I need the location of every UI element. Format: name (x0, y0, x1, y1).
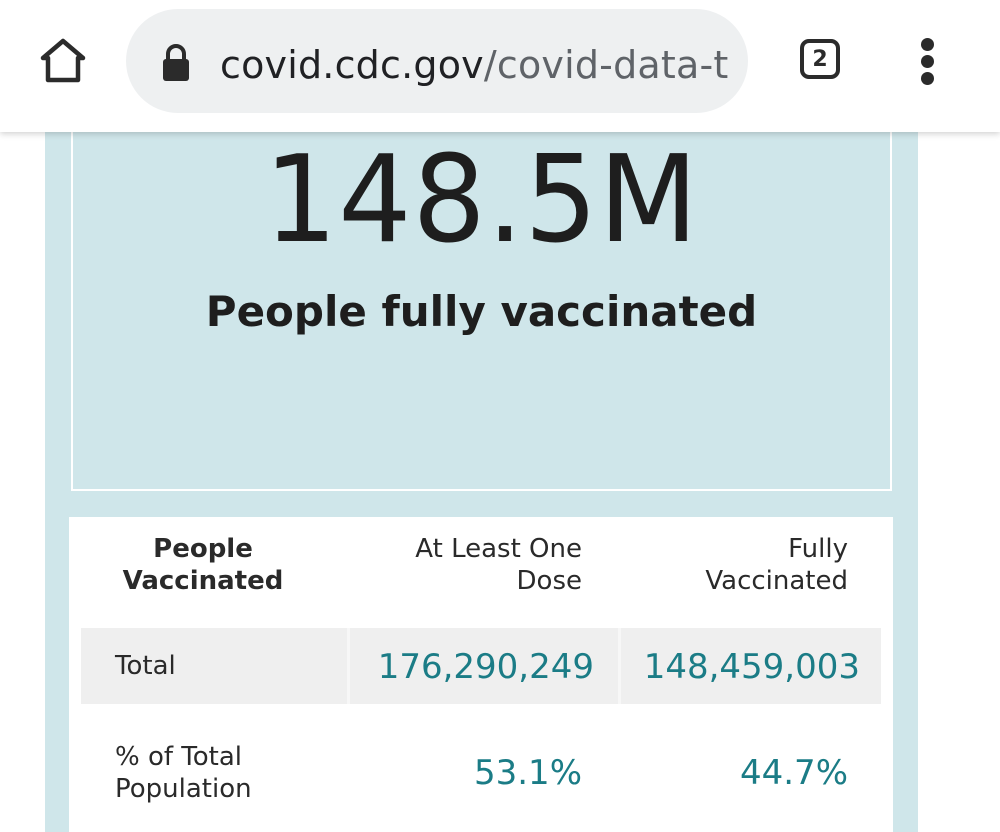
total-at-least-one-dose: 176,290,249 (377, 647, 594, 687)
overflow-menu-icon[interactable] (918, 38, 938, 86)
fully-vaccinated-count: 148.5M (264, 131, 699, 270)
browser-toolbar: covid.cdc.gov/covid-data-tra 2 (0, 0, 1000, 132)
tab-switcher-button[interactable]: 2 (800, 39, 840, 79)
home-icon (40, 38, 86, 83)
tab-count: 2 (812, 46, 828, 72)
percent-at-least-one-dose: 53.1% (473, 753, 582, 793)
row-label-percent: % of Total Population (115, 742, 252, 804)
total-fully-vaccinated: 148,459,003 (643, 647, 860, 687)
fully-vaccinated-label: People fully vaccinated (205, 287, 758, 336)
url-domain: covid.cdc.gov (220, 43, 484, 87)
header-people-vaccinated: People Vaccinated (122, 534, 284, 596)
table-row-total (81, 628, 881, 704)
lock-icon (163, 44, 189, 81)
percent-fully-vaccinated: 44.7% (739, 753, 848, 793)
header-at-least-one-dose: At Least One Dose (415, 534, 582, 596)
hero-card: 148.5M People fully vaccinated (71, 120, 892, 491)
home-button[interactable] (38, 36, 88, 86)
url-path: /covid-data-tra (483, 43, 730, 87)
url-text: covid.cdc.gov/covid-data-tra (220, 43, 730, 87)
address-bar[interactable]: covid.cdc.gov/covid-data-tra (126, 9, 748, 113)
header-fully-vaccinated: Fully Vaccinated (705, 534, 848, 596)
row-label-total: Total (115, 651, 176, 681)
